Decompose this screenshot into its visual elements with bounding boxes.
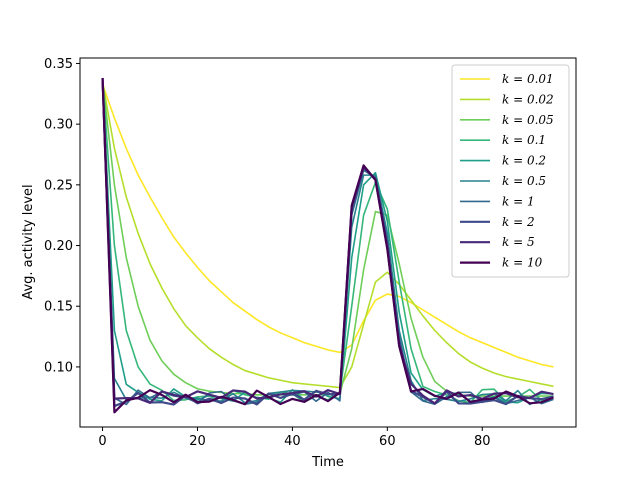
series-line-7 — [101, 77, 554, 408]
series-line-0 — [101, 83, 554, 368]
legend-label: k = 1 — [502, 194, 535, 208]
series-line-8 — [101, 77, 554, 405]
x-tick-label: 20 — [189, 434, 206, 449]
legend-label: k = 0.01 — [502, 72, 554, 86]
x-tick-label: 60 — [379, 434, 396, 449]
y-tick-label: 0.30 — [44, 118, 73, 133]
y-axis: 0.10 0.15 0.20 0.25 0.30 0.35 — [44, 57, 80, 375]
legend-label: k = 0.02 — [502, 92, 554, 106]
y-tick-label: 0.10 — [44, 360, 73, 375]
y-tick-label: 0.25 — [44, 178, 73, 193]
x-axis: 0 20 40 60 80 — [98, 427, 491, 449]
plot-frame — [79, 57, 577, 428]
legend-label: k = 0.05 — [502, 113, 554, 127]
series-line-1 — [101, 81, 554, 389]
y-tick-label: 0.35 — [44, 57, 73, 72]
series-line-9 — [101, 77, 554, 414]
x-axis-label: Time — [311, 455, 344, 470]
y-tick-label: 0.20 — [44, 239, 73, 254]
series-layer — [101, 77, 554, 414]
y-tick-label: 0.15 — [44, 300, 73, 315]
legend-label: k = 0.5 — [502, 174, 546, 188]
legend: k = 0.01 k = 0.02 k = 0.05 k = 0.1 k = 0.2 k … — [451, 64, 570, 278]
legend-label: k = 0.2 — [502, 154, 546, 168]
legend-label: k = 10 — [502, 256, 543, 270]
legend-label: k = 2 — [502, 215, 535, 229]
legend-label: k = 0.1 — [502, 133, 546, 147]
y-axis-label: Avg. activity level — [21, 184, 36, 299]
legend-box — [451, 64, 570, 278]
x-tick-label: 80 — [474, 434, 491, 449]
x-tick-label: 0 — [98, 434, 106, 449]
legend-label: k = 5 — [502, 235, 535, 249]
x-tick-label: 40 — [284, 434, 301, 449]
